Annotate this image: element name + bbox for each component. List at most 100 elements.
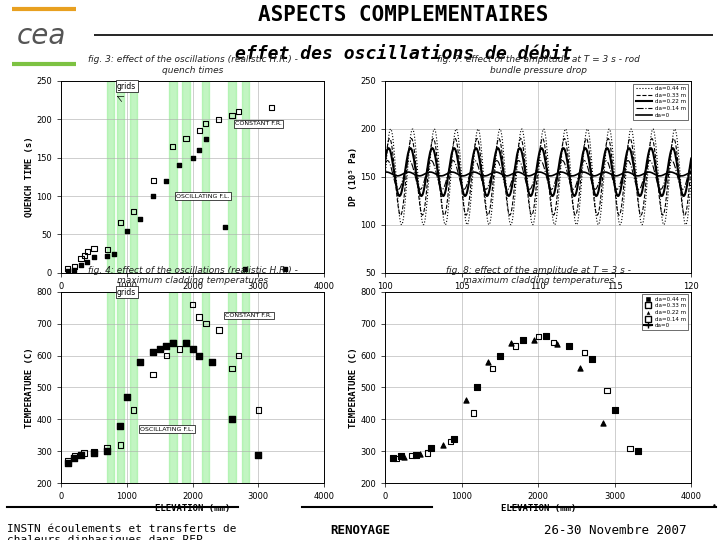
Point — [167, 142, 179, 151]
Point — [586, 354, 598, 363]
Point — [114, 441, 126, 449]
Point — [540, 332, 552, 341]
Point — [213, 326, 225, 334]
Point — [114, 421, 126, 430]
Point — [78, 449, 90, 457]
Point — [207, 357, 218, 366]
Point — [279, 265, 290, 273]
Point — [449, 434, 460, 443]
Bar — [169, 81, 176, 273]
Text: grids: grids — [117, 288, 136, 297]
Point — [540, 339, 552, 347]
Point — [406, 451, 418, 460]
Point — [525, 337, 536, 346]
X-axis label: ELEVATION (mm): ELEVATION (mm) — [500, 504, 576, 513]
Point — [616, 444, 628, 453]
Legend: da=0.44 m, da=0.33 m, da=0.22 m, da=0.14 m, da=0: da=0.44 m, da=0.33 m, da=0.22 m, da=0.14… — [634, 84, 688, 120]
Point — [78, 252, 90, 260]
Point — [414, 450, 426, 458]
Point — [89, 449, 100, 457]
Text: ASPECTS COMPLEMENTAIRES: ASPECTS COMPLEMENTAIRES — [258, 5, 549, 25]
Bar — [169, 292, 176, 483]
Bar — [241, 81, 249, 273]
Point — [253, 450, 264, 459]
Point — [494, 351, 505, 360]
Point — [68, 265, 80, 274]
Bar — [202, 292, 210, 483]
Bar — [182, 292, 189, 483]
Point — [68, 454, 80, 462]
Point — [200, 319, 212, 328]
Point — [528, 335, 540, 344]
Text: grids: grids — [117, 82, 136, 91]
Text: effet des oscillations de débit: effet des oscillations de débit — [235, 45, 572, 63]
Point — [502, 348, 513, 356]
Text: OSCILLATING F.L.: OSCILLATING F.L. — [176, 193, 230, 199]
Point — [239, 265, 251, 273]
Point — [127, 406, 139, 414]
Point — [578, 348, 590, 356]
Point — [421, 449, 433, 457]
Point — [552, 340, 563, 349]
Point — [102, 252, 113, 260]
Point — [517, 335, 528, 344]
Point — [487, 364, 498, 373]
Point — [102, 245, 113, 254]
Text: 26-30 Novembre 2007: 26-30 Novembre 2007 — [544, 524, 687, 537]
Point — [387, 454, 399, 462]
Bar — [107, 81, 114, 273]
Point — [467, 409, 479, 417]
Point — [68, 262, 80, 271]
Point — [62, 457, 73, 465]
Point — [148, 192, 159, 200]
Bar — [228, 292, 235, 483]
Point — [471, 383, 482, 392]
Legend: da=0.44 m, da=0.33 m, da=0.22 m, da=0.14 m, da=0: da=0.44 m, da=0.33 m, da=0.22 m, da=0.14… — [642, 294, 688, 330]
Y-axis label: TEMPERATURE (C): TEMPERATURE (C) — [348, 347, 358, 428]
Point — [548, 339, 559, 347]
Point — [456, 421, 467, 430]
Point — [533, 332, 544, 341]
Bar — [241, 292, 249, 483]
Point — [89, 447, 100, 456]
Point — [601, 386, 613, 395]
Point — [82, 247, 94, 255]
Point — [609, 406, 621, 414]
Point — [161, 351, 172, 360]
Text: fig. 8: effect of the amplitude at T = 3 s -
maximum cladding temperatures: fig. 8: effect of the amplitude at T = 3… — [446, 266, 631, 285]
Point — [402, 455, 414, 464]
Bar — [130, 292, 137, 483]
Point — [114, 219, 126, 227]
Point — [632, 447, 644, 456]
Point — [426, 447, 437, 456]
Point — [148, 177, 159, 185]
Point — [121, 226, 132, 235]
Point — [213, 115, 225, 124]
Point — [510, 342, 521, 350]
Bar — [182, 81, 189, 273]
Point — [62, 265, 73, 273]
Point — [200, 119, 212, 127]
Bar — [202, 81, 210, 273]
Point — [180, 339, 192, 347]
Point — [102, 444, 113, 453]
Point — [563, 342, 575, 350]
Y-axis label: QUENCH TIME (s): QUENCH TIME (s) — [24, 137, 34, 217]
Point — [75, 254, 86, 263]
Point — [460, 396, 472, 404]
Point — [89, 253, 100, 262]
Point — [220, 222, 231, 231]
Point — [395, 452, 406, 461]
Point — [426, 444, 437, 453]
X-axis label: ELEVATION (mm): ELEVATION (mm) — [155, 504, 230, 513]
Point — [194, 351, 205, 360]
Point — [194, 126, 205, 135]
Point — [62, 458, 73, 467]
Point — [167, 339, 179, 347]
Text: fig. 4: effect of the oscillations (realistic H.R.) -
maximum cladding temperatu: fig. 4: effect of the oscillations (real… — [88, 266, 298, 285]
Point — [174, 345, 185, 354]
Point — [624, 444, 636, 453]
Point — [391, 454, 402, 463]
Point — [226, 111, 238, 120]
Point — [200, 134, 212, 143]
